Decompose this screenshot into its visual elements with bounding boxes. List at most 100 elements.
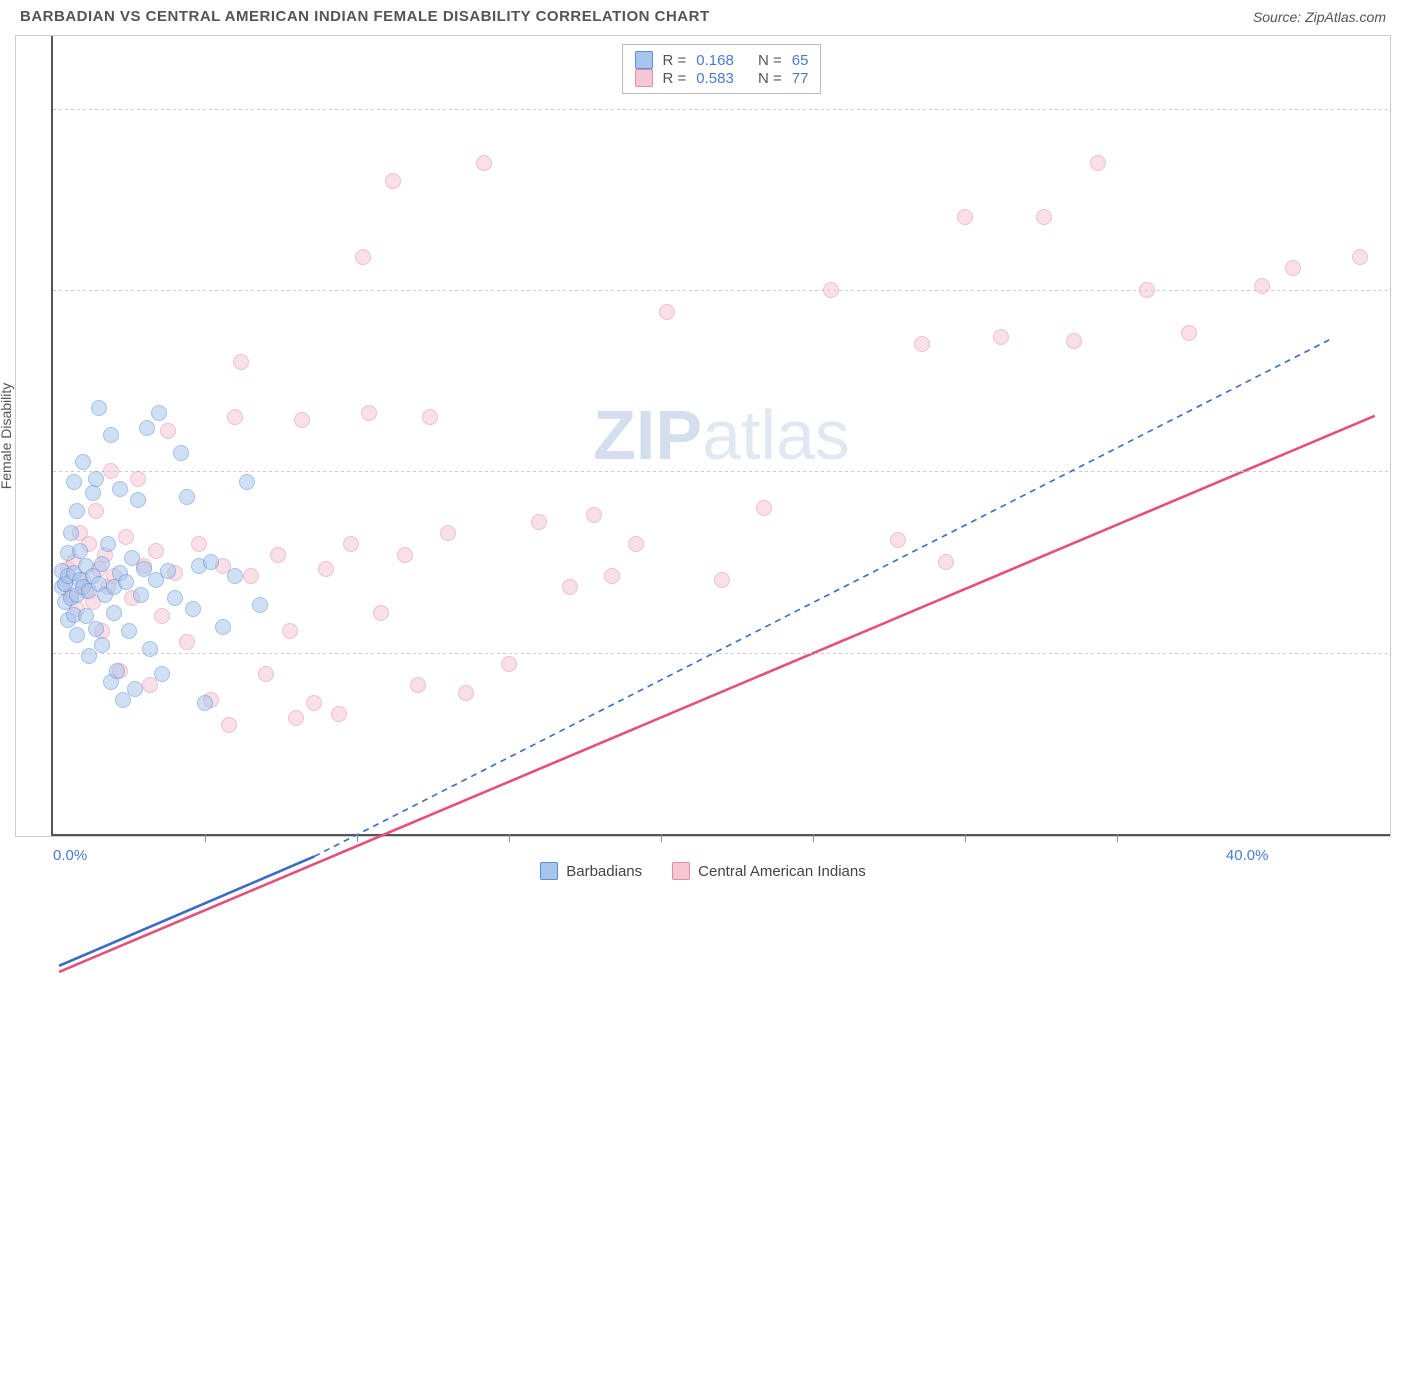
data-point — [167, 590, 183, 606]
data-point — [1352, 249, 1368, 265]
data-point — [179, 489, 195, 505]
gridline-h — [53, 290, 1390, 291]
data-point — [659, 304, 675, 320]
legend-swatch-blue — [540, 862, 558, 880]
data-point — [890, 532, 906, 548]
data-point — [215, 619, 231, 635]
data-point — [130, 471, 146, 487]
data-point — [173, 445, 189, 461]
data-point — [397, 547, 413, 563]
data-point — [1036, 209, 1052, 225]
data-point — [154, 666, 170, 682]
gridline-h — [53, 653, 1390, 654]
data-point — [258, 666, 274, 682]
data-point — [151, 405, 167, 421]
data-point — [294, 412, 310, 428]
data-point — [318, 561, 334, 577]
data-point — [191, 536, 207, 552]
data-point — [1181, 325, 1197, 341]
data-point — [823, 282, 839, 298]
xtick — [965, 834, 966, 842]
chart-title: BARBADIAN VS CENTRAL AMERICAN INDIAN FEM… — [20, 8, 710, 25]
data-point — [1066, 333, 1082, 349]
gridline-h — [53, 471, 1390, 472]
data-point — [331, 706, 347, 722]
data-point — [227, 409, 243, 425]
data-point — [118, 529, 134, 545]
data-point — [957, 209, 973, 225]
data-point — [422, 409, 438, 425]
data-point — [243, 568, 259, 584]
data-point — [133, 587, 149, 603]
data-point — [85, 485, 101, 501]
data-point — [197, 695, 213, 711]
y-axis-label: Female Disability — [0, 383, 14, 490]
data-point — [756, 500, 772, 516]
data-point — [282, 623, 298, 639]
data-point — [121, 623, 137, 639]
data-point — [103, 427, 119, 443]
data-point — [440, 525, 456, 541]
data-point — [501, 656, 517, 672]
data-point — [179, 634, 195, 650]
data-point — [160, 563, 176, 579]
chart-header: BARBADIAN VS CENTRAL AMERICAN INDIAN FEM… — [0, 0, 1406, 29]
data-point — [160, 423, 176, 439]
data-point — [221, 717, 237, 733]
stat-row-pink: R = 0.583 N = 77 — [635, 69, 809, 87]
data-point — [91, 400, 107, 416]
data-point — [361, 405, 377, 421]
data-point — [203, 554, 219, 570]
data-point — [562, 579, 578, 595]
legend: Barbadians Central American Indians — [0, 862, 1406, 880]
xtick — [205, 834, 206, 842]
data-point — [288, 710, 304, 726]
data-point — [343, 536, 359, 552]
data-point — [239, 474, 255, 490]
data-point — [106, 605, 122, 621]
stat-box: R = 0.168 N = 65 R = 0.583 N = 77 — [622, 44, 822, 94]
data-point — [233, 354, 249, 370]
data-point — [154, 608, 170, 624]
data-point — [94, 556, 110, 572]
data-point — [531, 514, 547, 530]
xtick — [1117, 834, 1118, 842]
data-point — [1254, 278, 1270, 294]
data-point — [75, 454, 91, 470]
stat-swatch-blue — [635, 51, 653, 69]
data-point — [586, 507, 602, 523]
data-point — [94, 637, 110, 653]
data-point — [914, 336, 930, 352]
data-point — [66, 474, 82, 490]
xtick — [509, 834, 510, 842]
data-point — [148, 543, 164, 559]
data-point — [1090, 155, 1106, 171]
data-point — [63, 525, 79, 541]
data-point — [69, 627, 85, 643]
xtick — [661, 834, 662, 842]
data-point — [355, 249, 371, 265]
data-point — [604, 568, 620, 584]
data-point — [127, 681, 143, 697]
legend-swatch-pink — [672, 862, 690, 880]
data-point — [458, 685, 474, 701]
data-point — [227, 568, 243, 584]
plot-area: ZIPatlas R = 0.168 N = 65 R = 0.583 N = — [51, 36, 1390, 836]
trend-lines — [53, 36, 1390, 1373]
data-point — [385, 173, 401, 189]
data-point — [1139, 282, 1155, 298]
data-point — [88, 503, 104, 519]
data-point — [993, 329, 1009, 345]
data-point — [88, 621, 104, 637]
data-point — [714, 572, 730, 588]
data-point — [306, 695, 322, 711]
data-point — [476, 155, 492, 171]
xtick — [813, 834, 814, 842]
data-point — [100, 536, 116, 552]
chart-source: Source: ZipAtlas.com — [1253, 9, 1386, 25]
data-point — [112, 481, 128, 497]
data-point — [628, 536, 644, 552]
data-point — [109, 663, 125, 679]
data-point — [373, 605, 389, 621]
data-point — [1285, 260, 1301, 276]
